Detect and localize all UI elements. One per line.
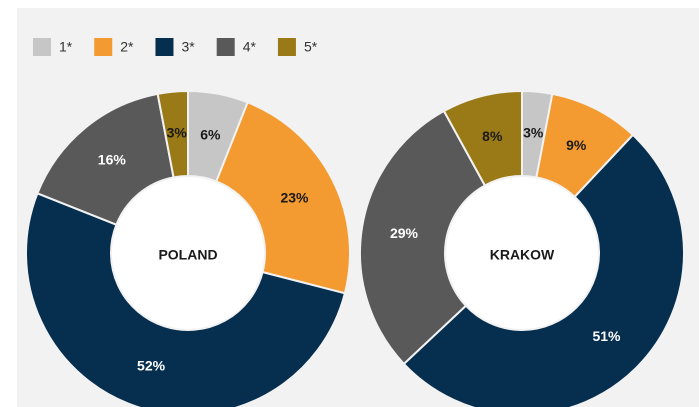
chart-title: POLAND [158, 247, 217, 263]
legend-label: 4* [243, 39, 257, 55]
data-label: 16% [98, 152, 127, 168]
data-label: 8% [482, 128, 503, 144]
donut-segment [215, 101, 351, 295]
legend-swatch [33, 38, 51, 56]
donut-segment [442, 89, 523, 187]
legend-label: 1* [59, 39, 73, 55]
legend-label: 3* [181, 39, 195, 55]
legend-swatch [94, 38, 113, 56]
data-label: 3% [523, 125, 544, 141]
legend-label: 2* [120, 39, 134, 55]
data-label: 52% [137, 357, 166, 373]
legend-swatch [155, 38, 174, 56]
donut-segment [402, 133, 685, 407]
donut-hole [112, 177, 264, 329]
data-label: 6% [200, 126, 221, 142]
data-label: 29% [390, 225, 419, 241]
legend-swatch [216, 38, 235, 56]
data-label: 51% [592, 328, 621, 344]
data-label: 9% [566, 137, 587, 153]
donut-segment [359, 109, 487, 366]
chart-title: KRAKOW [490, 247, 555, 263]
donut-hole [446, 177, 598, 329]
donut-segment [156, 89, 189, 179]
legend-label: 5* [304, 39, 318, 55]
donut-segment [25, 192, 347, 407]
data-label: 3% [167, 125, 188, 141]
data-label: 23% [280, 189, 309, 205]
legend-swatch [277, 38, 296, 56]
donut-segment [36, 92, 175, 226]
